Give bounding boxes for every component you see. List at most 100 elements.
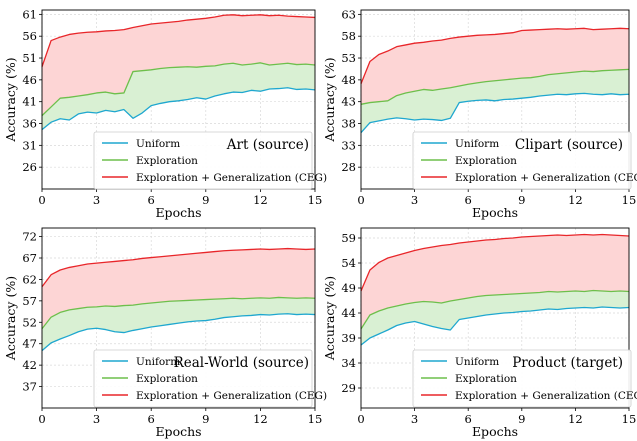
y-tick-label: 44	[341, 306, 356, 320]
legend-box	[93, 131, 313, 190]
series-line-uniform	[41, 313, 316, 352]
chart-panel: 0 3 6 9 12 15 28 33 38 43 48 53 58 63 Epochs Accuracy (…	[322, 7, 637, 220]
y-tick-label: 26	[22, 160, 37, 174]
y-tick-label: 56	[22, 29, 37, 43]
x-tick-label: 12	[568, 412, 583, 426]
x-axis-label: Epochs	[155, 205, 201, 220]
series-line-exploration	[41, 62, 316, 117]
y-tick-label: 28	[341, 160, 356, 174]
y-axis-label: Accuracy (%)	[3, 57, 18, 142]
series-line-ceg	[360, 233, 630, 292]
x-tick-label: 3	[93, 412, 100, 426]
y-tick-label: 33	[341, 138, 356, 152]
legend-label: Exploration + Generalization (CEG)	[455, 390, 637, 402]
fill-exploration-uniform	[361, 69, 629, 133]
legend-label: Uniform	[136, 356, 180, 368]
axes-frame	[360, 227, 630, 409]
y-tick-label: 46	[22, 73, 37, 87]
y-axis-label: Accuracy (%)	[322, 57, 337, 142]
y-tick-label: 41	[22, 95, 37, 109]
y-tick-label: 53	[341, 51, 356, 65]
series-line-ceg	[41, 247, 316, 288]
x-tick-label: 15	[622, 193, 637, 207]
x-tick-label: 3	[93, 193, 100, 207]
x-tick-label: 6	[148, 412, 155, 426]
series-line-uniform	[360, 92, 630, 134]
y-tick-label: 42	[22, 358, 37, 372]
panel-title: Clipart (source)	[515, 137, 623, 153]
x-tick-label: 0	[357, 193, 364, 207]
fill-ceg-exploration	[42, 248, 315, 329]
x-tick-label: 12	[253, 193, 268, 207]
fill-ceg-exploration	[361, 234, 629, 329]
legend-label: Exploration + Generalization (CEG)	[136, 172, 327, 184]
y-tick-label: 47	[22, 337, 37, 351]
y-tick-label: 63	[341, 7, 356, 21]
y-tick-label: 58	[341, 29, 356, 43]
x-tick-label: 6	[465, 193, 472, 207]
y-axis-label: Accuracy (%)	[3, 276, 18, 361]
legend-label: Exploration	[136, 373, 198, 385]
chart-panel: 0 3 6 9 12 15 37 42 47 52 57 62 67 72 Epochs Accuracy (…	[3, 227, 327, 439]
x-axis-label: Epochs	[472, 424, 518, 439]
legend-box	[412, 349, 632, 408]
x-tick-label: 0	[38, 412, 45, 426]
legend-label: Exploration	[136, 155, 198, 167]
legend-box	[412, 131, 632, 190]
y-tick-label: 61	[22, 7, 37, 21]
y-axis-label: Accuracy (%)	[322, 276, 337, 361]
x-tick-label: 3	[411, 193, 418, 207]
x-tick-label: 15	[308, 412, 323, 426]
y-tick-label: 67	[22, 251, 37, 265]
panel-title: Real-World (source)	[174, 355, 309, 371]
y-tick-label: 59	[341, 231, 356, 245]
axes-frame	[41, 227, 316, 409]
y-tick-label: 29	[341, 381, 356, 395]
x-tick-label: 9	[518, 412, 525, 426]
x-tick-label: 3	[411, 412, 418, 426]
series-line-uniform	[41, 87, 316, 131]
fill-exploration-uniform	[42, 62, 315, 130]
y-tick-label: 72	[22, 230, 37, 244]
legend-label: Uniform	[455, 138, 499, 150]
panel-title: Product (target)	[512, 355, 623, 371]
x-tick-label: 6	[465, 412, 472, 426]
y-tick-label: 36	[22, 117, 37, 131]
x-tick-label: 12	[253, 412, 268, 426]
legend-label: Uniform	[136, 138, 180, 150]
y-tick-label: 37	[22, 380, 37, 394]
legend-label: Uniform	[455, 356, 499, 368]
y-tick-label: 39	[341, 331, 356, 345]
y-tick-label: 31	[22, 138, 37, 152]
chart-panel: 0 3 6 9 12 15 29 34 39 44 49 54 59 Epochs Accuracy (%)…	[322, 227, 637, 439]
legend-label: Exploration	[455, 155, 517, 167]
series-line-ceg	[360, 27, 630, 85]
y-tick-label: 57	[22, 294, 37, 308]
x-tick-label: 12	[568, 193, 583, 207]
legend-label: Exploration	[455, 373, 517, 385]
fill-exploration-uniform	[42, 297, 315, 351]
series-line-ceg	[41, 14, 316, 67]
fill-exploration-uniform	[361, 290, 629, 345]
fill-ceg-exploration	[42, 14, 315, 116]
series-line-exploration	[360, 289, 630, 330]
x-axis-label: Epochs	[155, 424, 201, 439]
x-tick-label: 15	[622, 412, 637, 426]
series-line-exploration	[360, 68, 630, 105]
x-axis-label: Epochs	[472, 205, 518, 220]
y-tick-label: 34	[341, 356, 356, 370]
y-tick-label: 48	[341, 73, 356, 87]
series-line-exploration	[41, 296, 316, 330]
y-tick-label: 62	[22, 272, 37, 286]
legend-label: Exploration + Generalization (CEG)	[136, 390, 327, 402]
x-tick-label: 9	[518, 193, 525, 207]
panel-title: Art (source)	[226, 137, 309, 153]
y-tick-label: 54	[341, 256, 356, 270]
y-tick-label: 38	[341, 117, 356, 131]
legend-label: Exploration + Generalization (CEG)	[455, 172, 637, 184]
x-tick-label: 15	[308, 193, 323, 207]
legend-box	[93, 349, 313, 408]
y-tick-label: 51	[22, 51, 37, 65]
